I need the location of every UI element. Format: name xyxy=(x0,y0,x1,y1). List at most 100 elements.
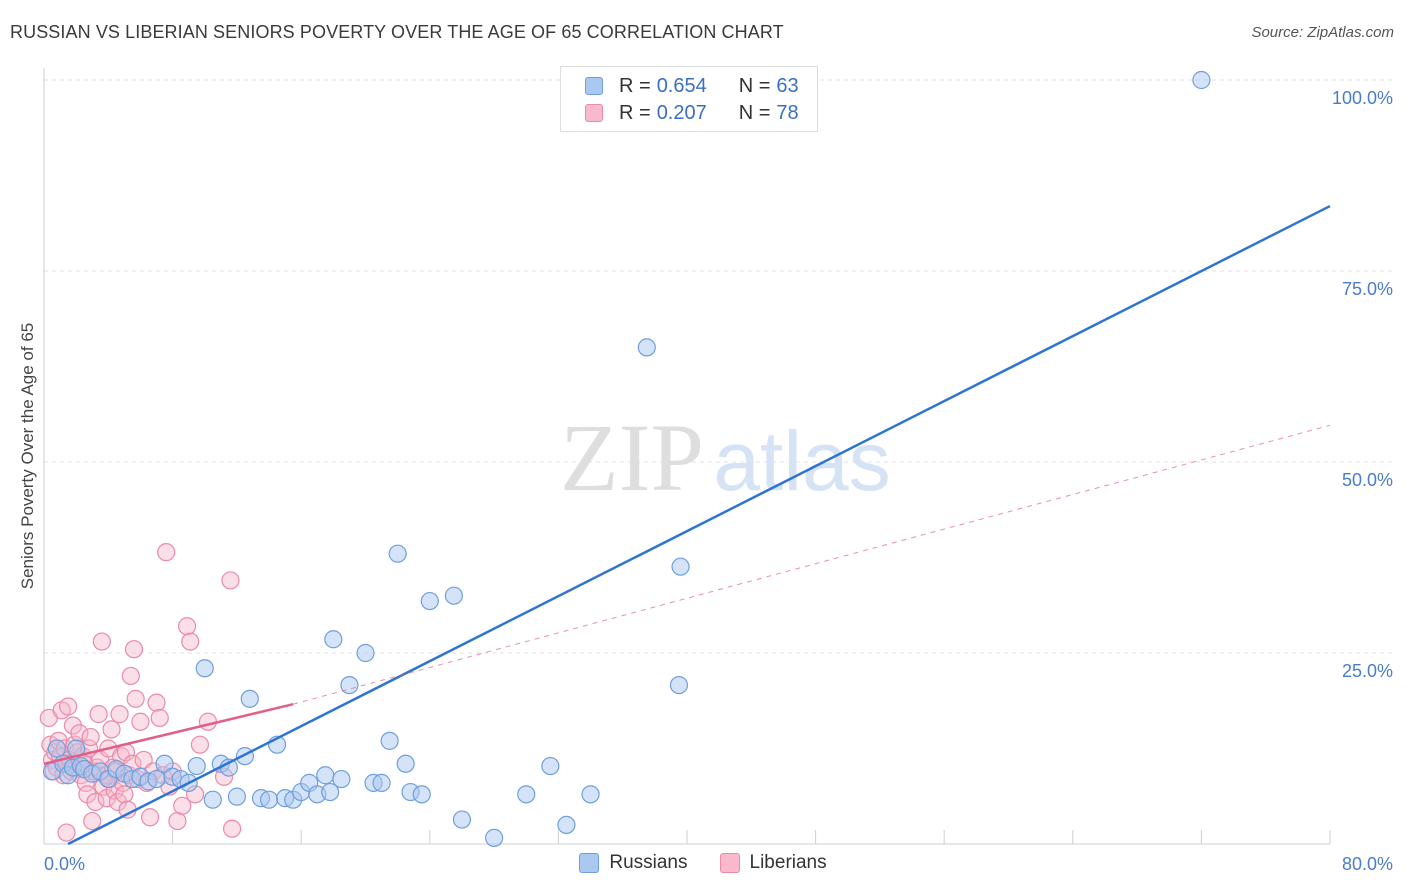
legend-n-russians: 63 xyxy=(776,74,799,97)
russian-point xyxy=(637,338,656,357)
russian-point xyxy=(412,785,431,804)
russians-trend-line xyxy=(67,204,1331,846)
liberian-point xyxy=(222,819,242,838)
liberians-trend-line-dashed xyxy=(293,424,1331,705)
y-axis-label: Seniors Poverty Over the Age of 65 xyxy=(18,323,37,589)
liberian-point xyxy=(221,571,240,590)
liberian-point xyxy=(190,735,210,754)
watermark-zip: ZIP xyxy=(560,404,704,511)
legend-row-liberians: R = 0.207 N = 78 xyxy=(585,100,799,126)
y-tick-label: 75.0% xyxy=(1342,279,1393,299)
russian-point xyxy=(47,739,66,758)
russian-point xyxy=(235,747,255,766)
legend-n-label-liberians: N = xyxy=(738,101,771,124)
liberian-point xyxy=(124,640,144,659)
tick-labels: 25.0% 50.0% 75.0% 100.0% 0.0% 80.0% xyxy=(44,88,1393,874)
russian-point xyxy=(372,773,391,792)
russian-point xyxy=(321,782,340,802)
liberian-point xyxy=(110,705,129,724)
russian-point xyxy=(581,785,600,804)
y-tick-label: 25.0% xyxy=(1342,661,1393,681)
legend-label-russians: Russians xyxy=(609,852,688,873)
liberian-point xyxy=(147,693,166,712)
legend-item-russians: Russians xyxy=(579,852,688,874)
legend-n-label-russians: N = xyxy=(738,74,771,97)
russian-point xyxy=(541,756,560,776)
liberian-point xyxy=(81,727,100,747)
russian-point xyxy=(444,586,464,605)
russian-point xyxy=(557,815,576,835)
legend-r-liberians: 0.207 xyxy=(656,101,707,124)
legend-swatch-liberians-bottom xyxy=(719,853,740,873)
liberian-point xyxy=(89,705,108,724)
liberian-point xyxy=(150,708,169,728)
russian-point xyxy=(340,675,359,695)
russian-point xyxy=(147,769,166,789)
russian-point xyxy=(316,766,335,785)
y-tick-label: 50.0% xyxy=(1342,470,1393,490)
liberian-point xyxy=(83,811,102,831)
russian-point xyxy=(485,828,504,847)
legend-swatch-russians-bottom xyxy=(579,853,600,873)
russian-point xyxy=(388,544,407,563)
russian-point xyxy=(452,810,472,829)
russian-point xyxy=(1192,70,1211,90)
liberian-point xyxy=(115,785,134,804)
liberian-point xyxy=(131,712,150,731)
russians-points xyxy=(42,70,1211,847)
russian-point xyxy=(195,659,214,678)
russian-point xyxy=(420,591,439,611)
russian-point xyxy=(240,689,259,708)
russian-point xyxy=(259,790,279,809)
liberian-point xyxy=(57,823,76,842)
russian-point xyxy=(671,557,690,576)
legend-row-russians: R = 0.654 N = 63 xyxy=(585,73,799,99)
liberian-point xyxy=(198,712,218,731)
x-tick-label: 0.0% xyxy=(44,854,85,874)
russian-point xyxy=(669,675,689,695)
russian-point xyxy=(324,630,343,649)
watermark-atlas: atlas xyxy=(713,414,890,508)
legend-swatch-russians xyxy=(585,77,603,95)
russian-point xyxy=(332,769,351,789)
chart-title: RUSSIAN VS LIBERIAN SENIORS POVERTY OVER… xyxy=(10,22,784,42)
x-tick-label: 80.0% xyxy=(1342,854,1393,874)
grid-lines xyxy=(44,79,1395,654)
liberian-point xyxy=(102,720,121,739)
liberian-point xyxy=(86,792,105,812)
liberian-point xyxy=(157,543,176,562)
russian-point xyxy=(155,754,174,773)
russian-point xyxy=(517,785,536,804)
liberian-point xyxy=(59,697,78,716)
legend-swatch-liberians xyxy=(585,104,603,122)
legend-r-label-russians: R = xyxy=(619,74,651,97)
legend-item-liberians: Liberians xyxy=(719,852,827,874)
russian-point xyxy=(187,756,206,776)
russian-point xyxy=(203,790,222,809)
watermark: ZIP atlas xyxy=(560,404,891,511)
y-tick-label: 100.0% xyxy=(1332,88,1393,108)
liberian-point xyxy=(140,808,160,827)
source-label: Source: ZipAtlas.com xyxy=(1251,24,1394,41)
trend-lines xyxy=(43,204,1331,846)
legend-r-label-liberians: R = xyxy=(619,101,651,124)
legend-n-liberians: 78 xyxy=(776,101,799,124)
liberians-trend-line-solid xyxy=(43,702,294,765)
liberian-point xyxy=(181,632,200,651)
russian-point xyxy=(356,643,375,663)
axes xyxy=(43,68,1331,845)
russian-point xyxy=(227,787,246,806)
series-legend: Russians Liberians xyxy=(0,852,1406,874)
liberian-point xyxy=(108,792,128,812)
russian-point xyxy=(380,731,399,750)
liberian-point xyxy=(92,632,111,651)
liberian-point xyxy=(126,689,145,708)
liberian-point xyxy=(63,716,83,735)
legend-label-liberians: Liberians xyxy=(749,852,827,873)
legend-r-russians: 0.654 xyxy=(656,74,707,97)
liberian-point xyxy=(121,666,140,686)
russian-point xyxy=(396,754,415,773)
liberian-point xyxy=(168,811,187,831)
liberian-point xyxy=(173,796,192,815)
